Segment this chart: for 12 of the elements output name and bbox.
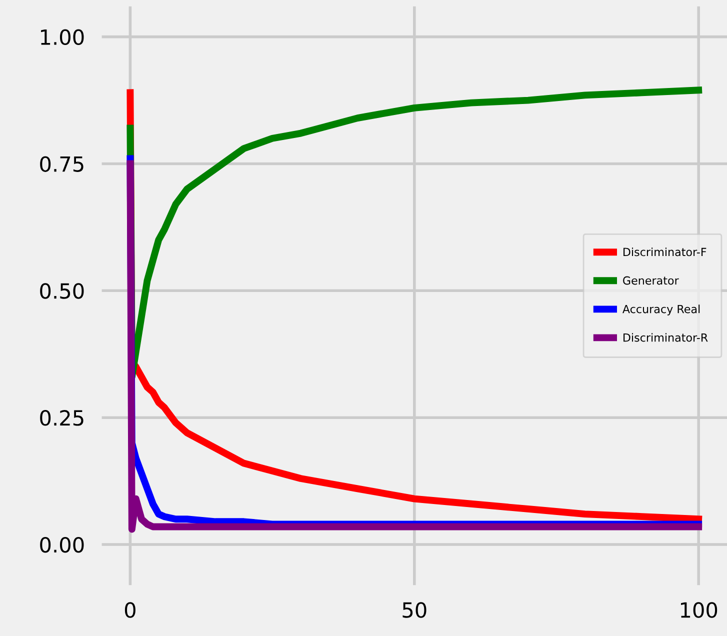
x-tick-label: 50 [402, 602, 426, 618]
y-tick-label: 0.75 [40, 156, 84, 172]
y-tick-label: 0.00 [40, 536, 84, 553]
x-tick-label: 0 [124, 602, 136, 618]
legend-label: Discriminator-F [624, 248, 706, 256]
y-tick-label: 0.25 [40, 410, 84, 426]
legend-label: Generator [623, 276, 679, 285]
y-tick-label: 1.00 [41, 29, 84, 46]
legend-label: Discriminator-R [624, 333, 708, 342]
y-tick-label: 0.50 [40, 283, 84, 299]
x-tick-label: 100 [680, 602, 718, 618]
legend-label: Accuracy Real [622, 304, 700, 316]
